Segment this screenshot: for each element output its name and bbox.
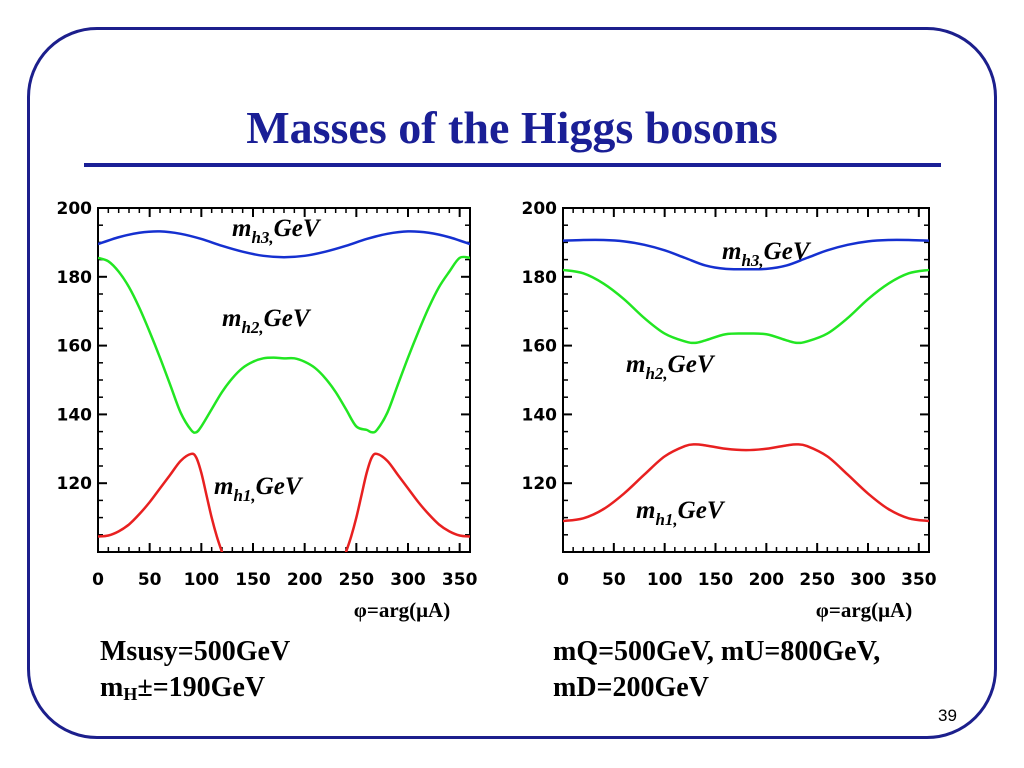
x-tick-label: 300	[850, 570, 886, 590]
series-line-h3	[563, 238, 929, 271]
series-label-h3: mh3,GeV	[722, 238, 812, 270]
x-tick-label: 100	[184, 570, 220, 590]
right-parameters-note: mQ=500GeV, mU=800GeV, mD=200GeV	[553, 634, 880, 706]
page-number: 39	[938, 706, 957, 725]
y-tick-label: 120	[57, 474, 93, 494]
x-tick-label: 350	[901, 570, 937, 590]
x-tick-label: 250	[799, 570, 835, 590]
x-tick-label: 250	[339, 570, 375, 590]
charged-higgs-m: m	[100, 672, 124, 703]
chart-panel-2: 120 140 160 180 200 0 50 100 150 200 250 300 350 mh3,…	[522, 199, 937, 622]
series-line-h3	[98, 230, 470, 259]
y-tick-label: 180	[522, 268, 558, 288]
y-tick-label: 120	[522, 474, 558, 494]
series-label-h2: mh2,GeV	[222, 305, 312, 337]
x-tick-label: 150	[235, 570, 271, 590]
series-line-h1	[563, 443, 929, 523]
series-label-h1: mh1,GeV	[636, 497, 726, 529]
x-axis-label: φ=arg(μA)	[816, 598, 912, 622]
series-line-h2	[98, 255, 470, 434]
series-label-h2: mh2,GeV	[626, 351, 716, 383]
md-text: mD=200GeV	[553, 672, 709, 703]
series-label-h1: mh1,GeV	[214, 473, 304, 505]
slide-title: Masses of the Higgs bosons	[246, 102, 778, 153]
y-tick-label: 200	[57, 199, 93, 219]
y-tick-label: 160	[522, 337, 558, 357]
x-tick-label: 50	[138, 570, 162, 590]
x-tick-label: 0	[557, 570, 569, 590]
left-parameters-note: Msusy=500GeV mH±=190GeV	[100, 634, 290, 706]
y-tick-label: 180	[57, 268, 93, 288]
charged-higgs-value: ±=190GeV	[137, 672, 266, 703]
y-tick-label: 140	[57, 405, 93, 425]
charged-higgs-subscript: H	[123, 684, 138, 704]
slide-frame	[27, 27, 997, 739]
x-tick-label: 100	[647, 570, 683, 590]
x-tick-label: 200	[287, 570, 323, 590]
y-tick-label: 200	[522, 199, 558, 219]
x-tick-label: 50	[602, 570, 626, 590]
series-label-h3: mh3,GeV	[232, 215, 322, 247]
x-tick-label: 150	[698, 570, 734, 590]
title-underline	[84, 163, 941, 167]
x-axis-label: φ=arg(μA)	[354, 598, 450, 622]
charged-higgs-mass-text: mH±=190GeV	[100, 670, 290, 706]
x-tick-label: 350	[442, 570, 478, 590]
mq-mu-text: mQ=500GeV, mU=800GeV,	[553, 636, 881, 667]
x-tick-label: 200	[749, 570, 785, 590]
series-line-h1-branch	[344, 452, 470, 552]
series-line-h2	[563, 268, 929, 345]
plot-frame	[97, 207, 471, 553]
series-line-h1	[98, 452, 224, 552]
y-tick-label: 140	[522, 405, 558, 425]
chart-panel-1: 120 140 160 180 200 0 50 100 150 200 250 300 350 mh3,…	[57, 199, 478, 622]
x-tick-label: 0	[92, 570, 104, 590]
msusy-text: Msusy=500GeV	[100, 636, 291, 667]
x-tick-label: 300	[390, 570, 426, 590]
y-tick-label: 160	[57, 337, 93, 357]
